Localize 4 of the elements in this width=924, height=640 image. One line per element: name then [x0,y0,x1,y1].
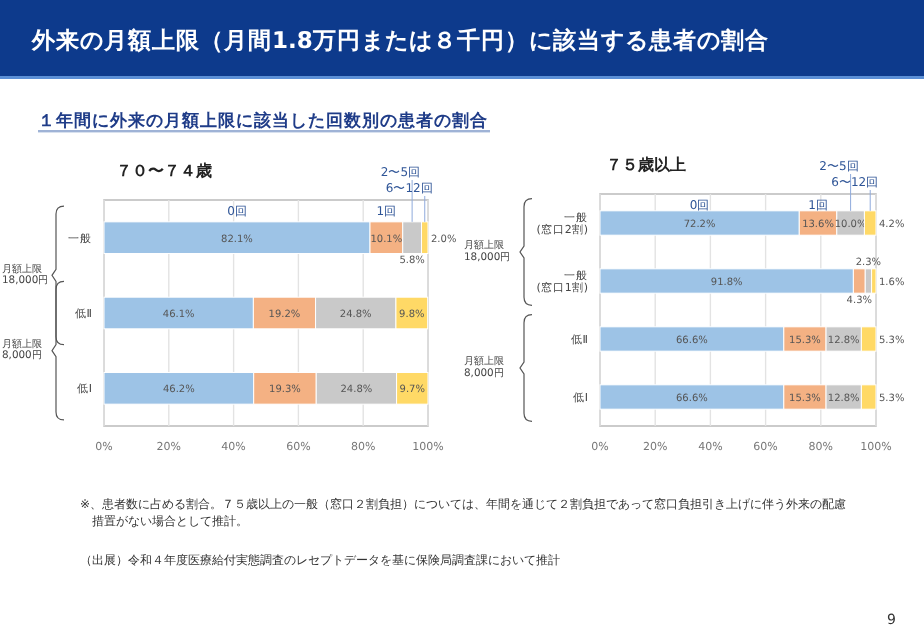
text: １年間に外来の月額上限に該当した回数別の患者の割合 [38,110,490,132]
chart-title: ７５歳以上 [606,156,686,174]
text: 外来の月額上限（月間1.8万円または８千円）に該当する患者の割合 [30,26,769,54]
chart-title: ７０〜７４歳 [116,162,212,180]
